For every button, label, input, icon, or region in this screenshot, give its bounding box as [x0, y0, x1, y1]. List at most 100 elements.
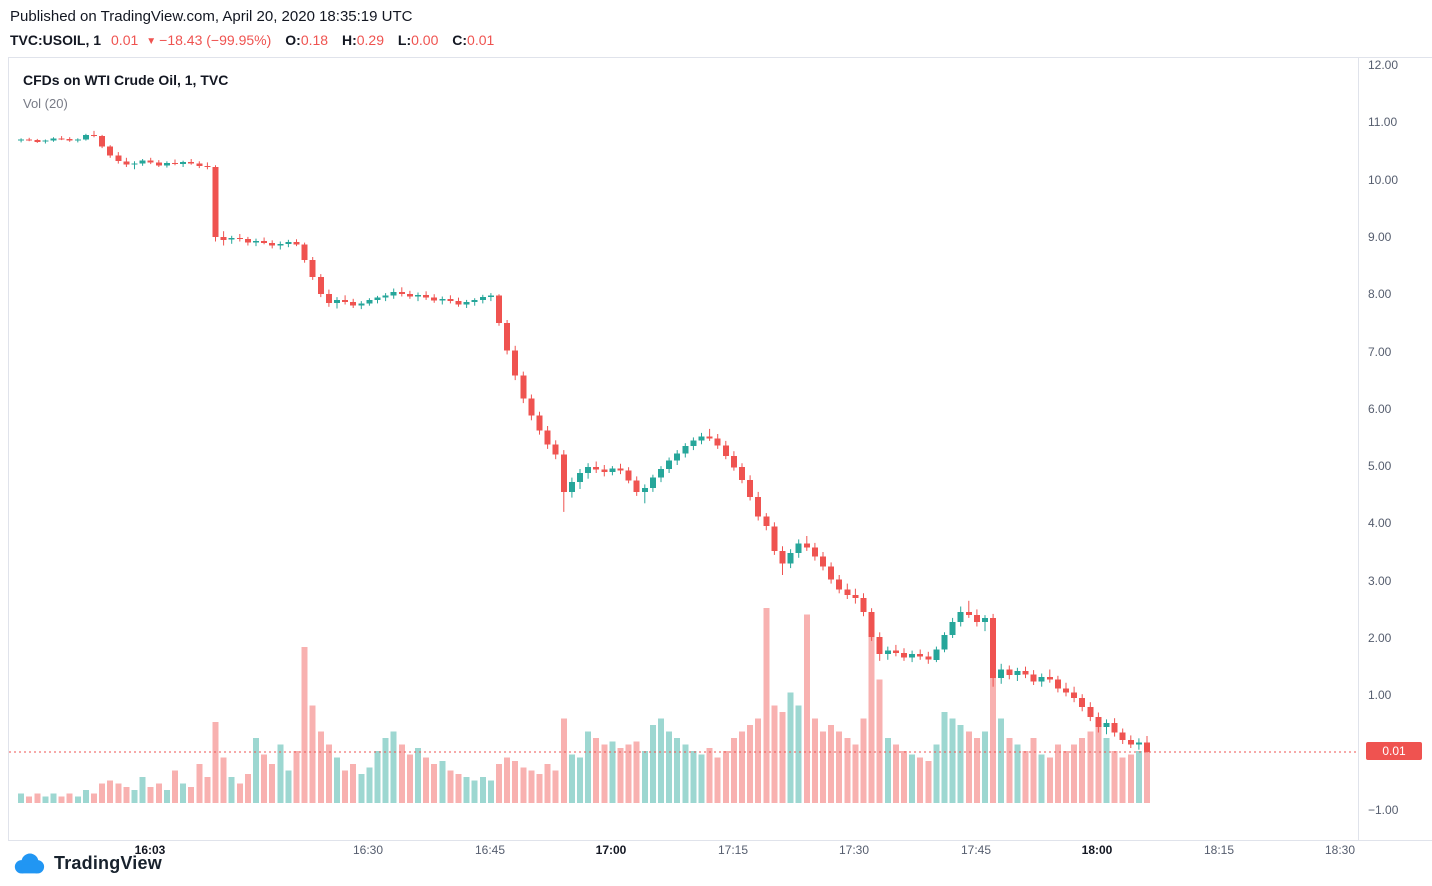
volume-bar	[26, 796, 33, 803]
volume-bar	[390, 731, 397, 803]
ohlc-open-value: 0.18	[300, 32, 329, 48]
volume-bar	[253, 738, 259, 803]
volume-bar	[982, 731, 988, 803]
chart-frame: CFDs on WTI Crude Oil, 1, TVC Vol (20) 1…	[8, 57, 1432, 841]
candle-body	[884, 650, 891, 654]
volume-bar	[585, 731, 592, 803]
volume-bar	[1119, 757, 1126, 803]
candle-body	[58, 138, 65, 140]
price-change: −18.43 (−99.95%)	[159, 32, 272, 48]
candle-body	[1119, 732, 1126, 740]
volume-bar	[50, 793, 57, 804]
volume-bar	[674, 738, 681, 803]
candle-body	[1144, 742, 1150, 752]
candle-body	[447, 298, 454, 302]
volume-bar	[722, 751, 729, 803]
tradingview-logo[interactable]: TradingView	[12, 851, 162, 875]
candle-body	[479, 297, 486, 300]
candle-body	[811, 547, 818, 557]
candle-body	[131, 163, 138, 165]
ohlc-low-value: 0.00	[411, 32, 439, 48]
arrow-down-icon: ▼	[146, 36, 157, 47]
candle-body	[868, 612, 875, 637]
volume-bar	[698, 754, 705, 804]
volume-bar	[593, 738, 600, 803]
price-tick-label: 3.00	[1368, 574, 1392, 588]
candle-body	[1022, 671, 1029, 675]
volume-bar	[431, 764, 438, 803]
candle-body	[220, 236, 227, 240]
volume-bar	[763, 608, 770, 803]
candle-body	[196, 163, 203, 166]
volume-bar	[747, 725, 754, 803]
symbol-name[interactable]: TVC:USOIL, 1	[10, 32, 102, 48]
candle-body	[463, 302, 470, 305]
volume-bar	[1111, 751, 1118, 803]
candle-body	[325, 294, 332, 303]
candle-body	[228, 238, 235, 240]
volume-bar	[941, 712, 948, 803]
volume-bar	[204, 777, 211, 803]
volume-bar	[1135, 751, 1142, 803]
candle-body	[536, 415, 543, 431]
candle-body	[487, 295, 494, 297]
volume-bar	[714, 757, 721, 803]
candle-body	[334, 299, 340, 303]
volume-bar	[471, 780, 478, 804]
volume-bar	[139, 777, 146, 803]
volume-bar	[706, 747, 713, 804]
candle-body	[358, 303, 365, 306]
candle-body	[439, 298, 446, 301]
price-tick-label: 12.00	[1368, 58, 1399, 72]
candle-body	[520, 375, 527, 399]
candle-body	[601, 469, 608, 472]
time-tick-label: 16:45	[474, 843, 506, 857]
candle-body	[415, 294, 421, 297]
candle-body	[1135, 742, 1142, 745]
candle-body	[957, 612, 964, 622]
volume-bar	[739, 731, 745, 803]
ohlc-high-value: 0.29	[356, 32, 384, 48]
volume-bar	[965, 731, 972, 803]
volume-bar	[277, 744, 284, 803]
volume-bar	[115, 783, 122, 803]
time-tick-label: 17:00	[595, 843, 627, 857]
price-tick-label: 7.00	[1368, 345, 1392, 359]
volume-bar	[350, 764, 357, 803]
candle-body	[714, 438, 721, 446]
volume-bar	[58, 796, 65, 803]
candle-body	[560, 454, 567, 492]
candle-body	[609, 468, 616, 472]
volume-bar	[66, 793, 73, 804]
ohlc-close: C:0.01	[452, 32, 494, 48]
time-tick-label: 17:30	[838, 843, 870, 857]
volume-bar	[406, 754, 413, 804]
price-chart[interactable]	[9, 58, 1358, 841]
symbol-legend: TVC:USOIL, 1 0.01 ▼ −18.43 (−99.95%) O:0…	[10, 32, 504, 48]
volume-bar	[1022, 751, 1029, 803]
volume-bar	[147, 786, 154, 804]
volume-bar	[844, 738, 851, 803]
pane-title[interactable]: CFDs on WTI Crude Oil, 1, TVC	[23, 72, 229, 88]
volume-bar	[374, 751, 381, 803]
volume-bar	[901, 751, 907, 803]
volume-indicator-label[interactable]: Vol (20)	[23, 96, 68, 111]
candle-body	[852, 595, 859, 598]
candle-body	[690, 440, 697, 446]
volume-bar	[487, 780, 494, 804]
volume-bar	[1006, 738, 1013, 803]
time-axis: 16:03 16:30 16:45 17:00 17:15 17:30 17:45 18:00…	[8, 843, 1357, 861]
volume-bar	[544, 764, 551, 803]
volume-bar	[868, 624, 875, 804]
candle-body	[50, 138, 57, 141]
candle-body	[860, 597, 867, 613]
candle-body	[455, 301, 462, 305]
volume-bar	[909, 754, 916, 804]
volume-bar	[528, 770, 535, 803]
candle-body	[374, 297, 381, 300]
volume-bar	[42, 796, 49, 803]
volume-bar	[917, 757, 924, 803]
volume-bar	[601, 744, 608, 803]
candle-body	[779, 550, 786, 564]
candle-body	[925, 656, 932, 660]
